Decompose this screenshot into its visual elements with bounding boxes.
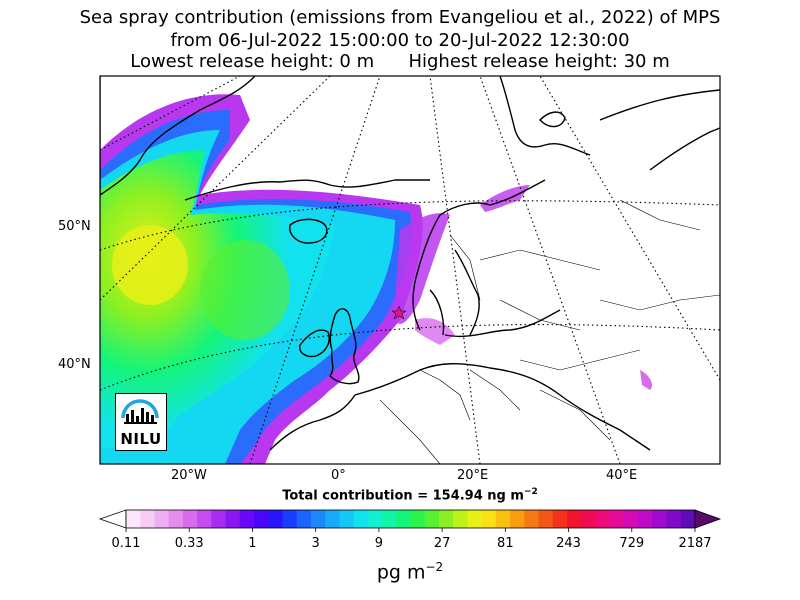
scandinavia	[412, 179, 546, 336]
colorbar-cell	[595, 510, 611, 528]
colorbar-over-arrow	[694, 509, 722, 529]
colorbar-cell	[481, 510, 497, 528]
colorbar-cell	[339, 510, 355, 528]
plume-med	[640, 370, 652, 390]
lon-40w	[100, 76, 241, 151]
lon-label-0: 0°	[331, 468, 346, 483]
colorbar-cell	[197, 510, 212, 528]
plume-yellow-core	[112, 225, 188, 305]
colorbar-cell	[680, 510, 696, 528]
colorbar-tick-label: 0.33	[174, 536, 204, 551]
colorbar-cell	[581, 510, 596, 528]
colorbar-tick-label: 0.11	[111, 536, 141, 551]
country-borders	[379, 199, 720, 464]
colorbar-cell	[638, 510, 653, 528]
greenland-coast	[100, 76, 256, 196]
lon-label-40e: 40°E	[606, 468, 638, 483]
novaya-zemlya	[649, 127, 720, 171]
colorbar-tick-label: 1	[248, 536, 257, 551]
lon-40e	[479, 76, 621, 464]
colorbar-cell	[510, 510, 525, 528]
total-contribution: Total contribution = 154.94 ng m−2	[282, 487, 538, 504]
colorbar-tick-label: 729	[619, 536, 645, 551]
colorbar-cell	[126, 510, 141, 528]
colorbar-cell	[282, 510, 298, 528]
arctic-coast-1	[499, 76, 591, 156]
colorbar-cell	[211, 510, 227, 528]
svalbard	[539, 111, 566, 128]
colorbar-cell	[268, 510, 283, 528]
colorbar-outline	[125, 509, 696, 529]
lon-60e	[539, 76, 720, 381]
colorbar-cell	[353, 510, 369, 528]
lat-label-40n: 40°N	[58, 357, 91, 372]
lon-0	[249, 76, 381, 464]
lat-label-50n: 50°N	[58, 219, 91, 234]
nilu-logo-text: NILU	[120, 430, 162, 448]
colorbar-cell	[467, 510, 483, 528]
colorbar-cell	[239, 510, 255, 528]
colorbar-cell	[182, 510, 198, 528]
colorbar-cell	[538, 510, 554, 528]
title-line-1: Sea spray contribution (emissions from E…	[79, 7, 721, 28]
lat-60n	[170, 76, 620, 77]
colorbar-cell	[140, 510, 155, 528]
source-marker	[391, 305, 407, 320]
colorbar-unit: pg m−2	[376, 560, 444, 584]
colorbar-cell	[382, 510, 397, 528]
colorbar-cell	[325, 510, 340, 528]
title-line-2: from 06-Jul-2022 15:00:00 to 20-Jul-2022…	[170, 30, 630, 51]
colorbar-tick-label: 3	[311, 536, 320, 551]
map-frame	[99, 75, 721, 465]
plume-baltic	[415, 318, 455, 345]
colorbar-cell	[396, 510, 411, 528]
nilu-logo-graphic	[121, 399, 159, 424]
colorbar-cell	[310, 510, 326, 528]
great-britain	[329, 308, 360, 385]
colorbar-cell	[453, 510, 468, 528]
colorbar-tick-label: 81	[497, 536, 514, 551]
colorbar-cell	[225, 510, 241, 528]
colorbar-cell	[666, 510, 682, 528]
colorbar-cell	[566, 510, 582, 528]
colorbar-cell	[524, 510, 540, 528]
colorbar-under-arrow	[98, 509, 127, 529]
colorbar-cell	[168, 510, 184, 528]
colorbar-cell	[495, 510, 511, 528]
colorbar-cell	[609, 510, 625, 528]
map-plot	[99, 75, 721, 465]
colorbar-cell	[652, 510, 668, 528]
colorbar-cell	[438, 510, 454, 528]
lat-40n	[100, 324, 720, 391]
greenland-east	[184, 179, 430, 201]
plume-norway	[395, 213, 450, 324]
colorbar-cell	[367, 510, 383, 528]
colorbar-cell	[296, 510, 312, 528]
colorbar-tick-label: 2187	[678, 536, 712, 551]
plume-green-core	[200, 240, 290, 340]
plume-north	[480, 185, 530, 212]
colorbar-cell	[424, 510, 440, 528]
europe-coast	[269, 363, 651, 451]
ireland	[299, 329, 330, 358]
colorbar-cell	[623, 510, 639, 528]
arctic-coast-2	[599, 89, 720, 121]
title-line-3: Lowest release height: 0 m Highest relea…	[130, 51, 670, 72]
colorbar-cell	[410, 510, 426, 528]
baltic-coast	[444, 309, 561, 338]
colorbar-tick-label: 27	[433, 536, 451, 551]
colorbar-cell	[154, 510, 170, 528]
lon-label-20e: 20°E	[457, 468, 489, 483]
iceland	[289, 218, 328, 244]
colorbar-tick-label: 9	[374, 536, 384, 551]
nilu-logo: NILU	[115, 393, 167, 451]
colorbar-tick-label: 243	[556, 536, 581, 551]
colorbar-cell	[254, 510, 269, 528]
lon-label-20w: 20°W	[171, 468, 207, 483]
colorbar-cell	[552, 510, 568, 528]
